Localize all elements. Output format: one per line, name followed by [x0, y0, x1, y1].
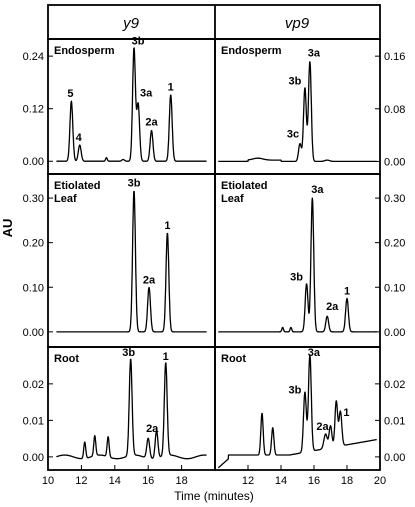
peak-label: 3b — [289, 385, 302, 397]
column-header-y9: y9 — [122, 15, 140, 32]
y-axis-label: AU — [0, 219, 15, 238]
y-tick-label: 0.00 — [384, 327, 405, 339]
panel-label: Root — [54, 353, 79, 365]
peak-label: 1 — [164, 220, 170, 232]
y-tick-label: 0.08 — [384, 104, 405, 116]
chromatogram-trace — [56, 190, 207, 333]
x-tick-label: 12 — [75, 475, 87, 487]
y-tick-label: 0.00 — [23, 452, 44, 464]
y-tick-label: 0.20 — [384, 238, 405, 250]
peak-label: 1 — [343, 407, 349, 419]
y-tick-label: 0.01 — [23, 415, 44, 427]
peak-label: 3a — [308, 47, 321, 59]
column-header-vp9: vp9 — [285, 15, 310, 32]
y-tick-label: 0.30 — [23, 193, 44, 205]
y-tick-label: 0.16 — [384, 51, 405, 63]
y-tick-label: 0.02 — [23, 379, 44, 391]
panel-label: Leaf — [221, 193, 244, 205]
y-tick-label: 0.00 — [384, 452, 405, 464]
y-tick-label: 0.20 — [23, 238, 44, 250]
panel-vp9-endosperm: 0.00 0.08 0.16 Endosperm 3c 3b 3a — [214, 38, 405, 175]
peak-label: 3a — [140, 87, 153, 99]
x-tick-label: 16 — [142, 475, 154, 487]
panels: 0.000.120.24Endosperm543b3a2a10.000.080.… — [23, 35, 406, 487]
peak-label: 2a — [143, 274, 156, 286]
y-tick-label: 0.10 — [384, 282, 405, 294]
header-row: y9 vp9 — [47, 4, 381, 40]
peak-label: 1 — [168, 82, 174, 94]
y-tick-label: 0.01 — [384, 415, 405, 427]
peak-label: 3b — [128, 177, 141, 189]
x-tick-label: 14 — [275, 475, 287, 487]
y-tick-label: 0.12 — [23, 104, 44, 116]
peak-label: 3b — [122, 347, 135, 359]
peak-label: 3a — [308, 347, 321, 359]
peak-label: 3b — [289, 76, 302, 88]
x-tick-label: 20 — [374, 475, 386, 487]
chromatogram-trace — [217, 354, 378, 469]
peak-label: 2a — [146, 423, 159, 435]
x-tick-label: 10 — [42, 475, 54, 487]
panel-label: Etiolated — [54, 180, 100, 192]
chromatogram-trace — [56, 47, 207, 162]
peak-label: 4 — [76, 132, 83, 144]
x-tick-label: 12 — [242, 475, 254, 487]
chromatogram-trace — [56, 358, 207, 460]
panel-vp9-root: 0.00 0.01 0.02 Root 3b 3a 2a 1 12 14 16 18 20 — [214, 346, 405, 487]
peak-label: 3b — [290, 272, 303, 284]
panel-label: Endosperm — [221, 45, 282, 57]
peak-label: 2a — [145, 117, 158, 129]
x-tick-label: 18 — [175, 475, 187, 487]
panel-frame — [214, 38, 381, 175]
x-axis-label: Time (minutes) — [174, 489, 254, 503]
y-tick-label: 0.02 — [384, 379, 405, 391]
peak-label: 3c — [287, 129, 299, 141]
peak-label: 2a — [326, 301, 339, 313]
chromatogram-trace — [217, 197, 378, 333]
panel-label: Leaf — [54, 193, 77, 205]
header-frame — [47, 4, 381, 40]
peak-label: 1 — [163, 351, 169, 363]
y-tick-label: 0.10 — [23, 282, 44, 294]
panel-frame — [47, 38, 216, 175]
y-tick-label: 0.00 — [384, 156, 405, 168]
y-tick-label: 0.00 — [23, 327, 44, 339]
peak-label: 1 — [344, 285, 350, 297]
peak-label: 2a — [316, 421, 329, 433]
y-tick-label: 0.30 — [384, 193, 405, 205]
chromatogram-trace — [217, 61, 378, 163]
panel-label: Endosperm — [54, 45, 115, 57]
peak-label: 3a — [311, 184, 324, 196]
y-tick-label: 0.00 — [23, 156, 44, 168]
panel-frame — [214, 346, 381, 471]
x-tick-label: 16 — [308, 475, 320, 487]
x-tick-label: 14 — [109, 475, 121, 487]
y-tick-label: 0.24 — [23, 51, 44, 63]
panel-label: Etiolated — [221, 180, 267, 192]
panel-y9-root: 0.00 0.01 0.02 Root 3b 2a 1 10 12 14 16 18 — [23, 346, 216, 487]
panel-y9-endosperm: 0.00 0.12 0.24 Endosperm 5 4 3b 3a 2a 1 — [23, 35, 216, 175]
panel-label: Root — [221, 353, 246, 365]
x-tick-label: 18 — [341, 475, 353, 487]
peak-label: 3b — [132, 35, 145, 47]
peak-label: 5 — [67, 88, 73, 100]
